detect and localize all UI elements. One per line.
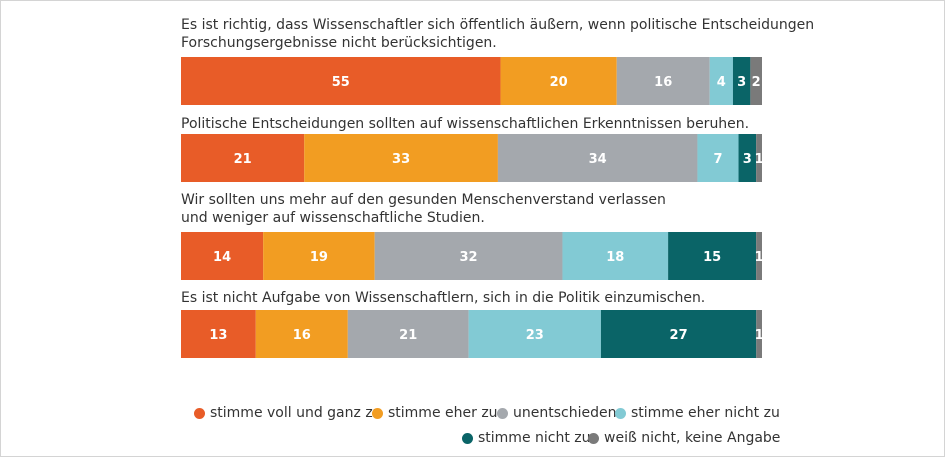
bar-3-label-voll: 14 <box>213 250 231 265</box>
bar-2-segment-voll <box>181 134 305 182</box>
bar-2-segment-eher <box>304 134 498 182</box>
bar-4-segment-voll <box>181 310 256 358</box>
legend-dot-eher-nicht <box>615 407 626 419</box>
legend-dot-unent <box>497 407 508 419</box>
bar-4-segment-weiss <box>756 310 762 358</box>
bar-1-label-eher: 20 <box>550 75 568 90</box>
bar-3-label-unent: 32 <box>460 250 478 265</box>
bar-1-segment-voll <box>181 57 501 105</box>
bar-2-label-weiss: 1 <box>755 152 764 167</box>
bar-3-segment-unent <box>374 232 563 280</box>
legend-dot-voll <box>194 407 205 419</box>
legend-item-eher: stimme eher zu <box>372 405 498 421</box>
bar-2-segment-eher_nicht <box>697 134 739 182</box>
bar-2-label-unent: 34 <box>589 152 607 167</box>
bar-2-label-nicht: 3 <box>743 152 752 167</box>
bar-1-segment-weiss <box>750 57 762 105</box>
bar-3-segment-voll <box>181 232 264 280</box>
bar-1-segment-eher_nicht <box>709 57 733 105</box>
bar-3-label-weiss: 1 <box>755 250 764 265</box>
bar-1-label-voll: 55 <box>332 75 350 90</box>
bar-4-segment-eher <box>255 310 348 358</box>
bar-3-segment-weiss <box>756 232 762 280</box>
bar-3-label-nicht: 15 <box>703 250 721 265</box>
bar-4-label-eher_nicht: 23 <box>526 328 544 343</box>
legend-label-unent: unentschieden <box>513 405 617 421</box>
bar-1-label-nicht: 3 <box>737 75 746 90</box>
bar-1-segment-unent <box>616 57 710 105</box>
legend-item-weiss: weiß nicht, keine Angabe <box>588 430 780 446</box>
question-1: Es ist richtig, dass Wissenschaftler sic… <box>181 17 815 51</box>
bar-4-label-nicht: 27 <box>670 328 688 343</box>
question-2: Politische Entscheidungen sollten auf wi… <box>181 116 750 132</box>
legend-label-voll: stimme voll und ganz zu <box>210 405 382 421</box>
legend-label-nicht: stimme nicht zu <box>478 430 591 446</box>
legend-item-unent: unentschieden <box>497 405 616 421</box>
bar-3-label-eher: 19 <box>310 250 328 265</box>
bar-3-segment-eher_nicht <box>562 232 669 280</box>
legend-dot-eher <box>372 407 383 419</box>
bar-2-label-eher: 33 <box>392 152 410 167</box>
bar-4-segment-nicht <box>600 310 757 358</box>
bar-1-segment-eher <box>500 57 617 105</box>
bar-1-segment-nicht <box>732 57 751 105</box>
legend-dot-nicht <box>462 432 473 444</box>
bar-3-label-eher_nicht: 18 <box>606 250 624 265</box>
legend-item-voll: stimme voll und ganz zu <box>194 405 382 421</box>
bar-1-label-eher_nicht: 4 <box>717 75 726 90</box>
bar-4-segment-eher_nicht <box>468 310 601 358</box>
bar-2-segment-unent <box>497 134 698 182</box>
question-4: Es ist nicht Aufgabe von Wissenschaftler… <box>181 290 706 306</box>
legend-item-nicht: stimme nicht zu <box>462 430 591 446</box>
bar-2-label-voll: 21 <box>234 152 252 167</box>
bar-2-segment-weiss <box>756 134 762 182</box>
bar-1-label-unent: 16 <box>654 75 672 90</box>
bar-4-segment-unent <box>347 310 469 358</box>
bar-2-label-eher_nicht: 7 <box>713 152 722 167</box>
legend-label-weiss: weiß nicht, keine Angabe <box>604 430 781 446</box>
bar-4-label-weiss: 1 <box>755 328 764 343</box>
bar-2-segment-nicht <box>738 134 757 182</box>
legend-label-eher: stimme eher zu <box>388 405 498 421</box>
bar-4-label-unent: 21 <box>399 328 417 343</box>
legend-item-eher-nicht: stimme eher nicht zu <box>615 405 780 421</box>
question-3: Wir sollten uns mehr auf den gesunden Me… <box>181 192 666 226</box>
legend-label-eher-nicht: stimme eher nicht zu <box>631 405 780 421</box>
bar-4-label-voll: 13 <box>209 328 227 343</box>
legend-dot-weiss <box>588 432 599 444</box>
bar-3-segment-eher <box>263 232 375 280</box>
bar-3-segment-nicht <box>668 232 757 280</box>
bar-4-label-eher: 16 <box>293 328 311 343</box>
bar-1-label-weiss: 2 <box>752 75 761 90</box>
